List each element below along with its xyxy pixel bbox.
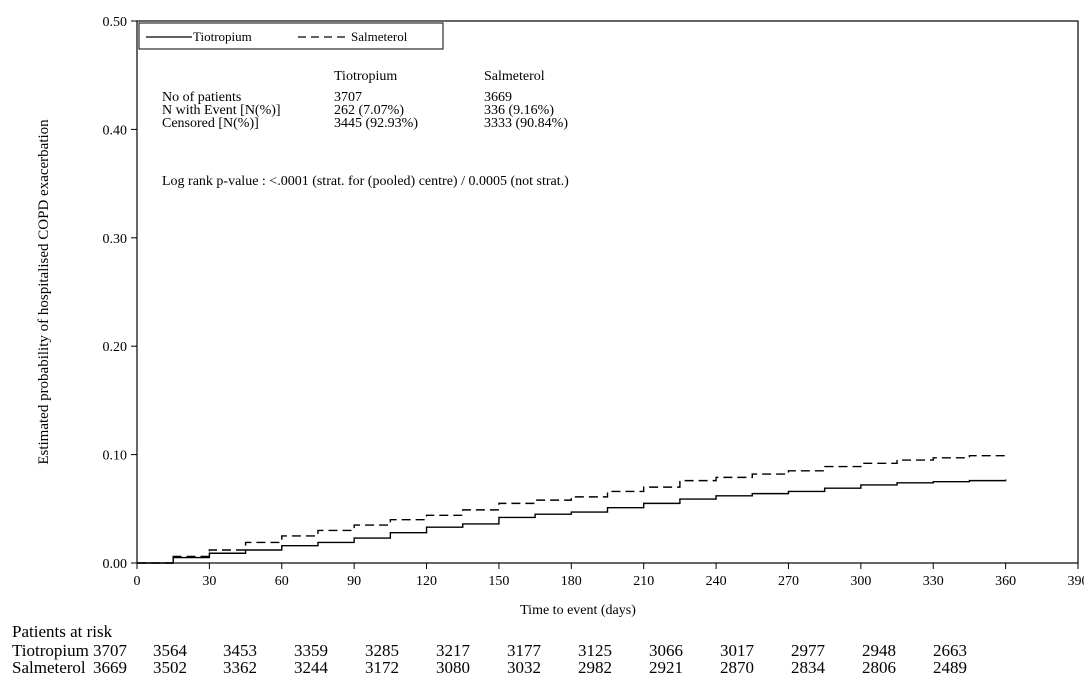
stats-row-label: N with Event [N(%)]: [162, 103, 281, 118]
risk-value: 3125: [578, 641, 612, 660]
risk-value: 3066: [649, 641, 683, 660]
risk-table: Tiotropium 3707 3564 3453 3359 3285 3217 3177 31…: [12, 641, 967, 677]
x-axis-label: Time to event (days): [520, 603, 636, 618]
risk-value: 3564: [153, 641, 188, 660]
series-layer: [137, 453, 1007, 564]
logrank-annotation: Log rank p-value : <.0001 (strat. for (p…: [162, 174, 569, 189]
stats-cell: 336 (9.16%): [484, 103, 554, 118]
legend-box: [138, 22, 444, 50]
x-tick-label: 360: [995, 574, 1016, 589]
risk-value: 3017: [720, 641, 755, 660]
y-tick-label: 0.40: [103, 123, 128, 138]
x-tick-label: 270: [778, 574, 799, 589]
stats-cell: 3669: [484, 90, 512, 105]
risk-value: 3217: [436, 641, 471, 660]
risk-value: 2834: [791, 658, 826, 677]
risk-value: 3172: [365, 658, 399, 677]
axis-ticks: 0 30 60 90 120 150 180 210 240 270 300 330 360 390 0.0…: [103, 15, 1084, 589]
x-tick-label: 210: [633, 574, 654, 589]
risk-value: 2489: [933, 658, 967, 677]
y-tick-label: 0.30: [103, 232, 128, 247]
risk-value: 2663: [933, 641, 967, 660]
series-tiotropium-line: [137, 479, 1007, 564]
stats-cell: 3445 (92.93%): [334, 116, 418, 131]
stats-header-tiotropium: Tiotropium: [334, 69, 397, 84]
risk-value: 3669: [93, 658, 127, 677]
risk-value: 3502: [153, 658, 187, 677]
risk-value: 2806: [862, 658, 896, 677]
risk-value: 3177: [507, 641, 542, 660]
x-tick-label: 90: [347, 574, 361, 589]
risk-value: 2977: [791, 641, 826, 660]
x-tick-label: 150: [488, 574, 509, 589]
stats-header-salmeterol: Salmeterol: [484, 69, 545, 84]
risk-value: 3285: [365, 641, 399, 660]
x-tick-label: 60: [275, 574, 289, 589]
y-tick-label: 0.50: [103, 15, 128, 30]
risk-value: 2948: [862, 641, 896, 660]
risk-row-label: Tiotropium: [12, 641, 89, 660]
series-salmeterol-line: [137, 453, 1007, 564]
x-tick-label: 180: [561, 574, 582, 589]
risk-value: 3453: [223, 641, 257, 660]
risk-value: 2921: [649, 658, 683, 677]
legend-label-tiotropium: Tiotropium: [193, 29, 252, 44]
x-tick-label: 300: [850, 574, 871, 589]
risk-table-title: Patients at risk: [12, 622, 113, 641]
plot-frame: [136, 20, 1079, 564]
y-tick-label: 0.20: [103, 340, 128, 355]
risk-value: 3707: [93, 641, 128, 660]
stats-row-label: Censored [N(%)]: [162, 116, 259, 131]
risk-value: 2870: [720, 658, 754, 677]
stats-row-label: No of patients: [162, 90, 241, 105]
stats-cell: 3707: [334, 90, 362, 105]
y-tick-label: 0.10: [103, 449, 128, 464]
legend-label-salmeterol: Salmeterol: [351, 29, 408, 44]
risk-value: 3244: [294, 658, 329, 677]
stats-cell: 262 (7.07%): [334, 103, 404, 118]
x-tick-label: 390: [1068, 574, 1084, 589]
x-tick-label: 330: [923, 574, 944, 589]
risk-value: 3359: [294, 641, 328, 660]
risk-row-label: Salmeterol: [12, 658, 86, 677]
x-tick-label: 240: [706, 574, 727, 589]
stats-cell: 3333 (90.84%): [484, 116, 568, 131]
x-tick-label: 120: [416, 574, 437, 589]
risk-value: 2982: [578, 658, 612, 677]
y-tick-label: 0.00: [103, 557, 128, 572]
risk-value: 3362: [223, 658, 257, 677]
y-axis-label: Estimated probability of hospitalised CO…: [36, 119, 52, 465]
risk-value: 3032: [507, 658, 541, 677]
x-tick-label: 30: [202, 574, 216, 589]
x-tick-label: 0: [134, 574, 141, 589]
risk-value: 3080: [436, 658, 470, 677]
